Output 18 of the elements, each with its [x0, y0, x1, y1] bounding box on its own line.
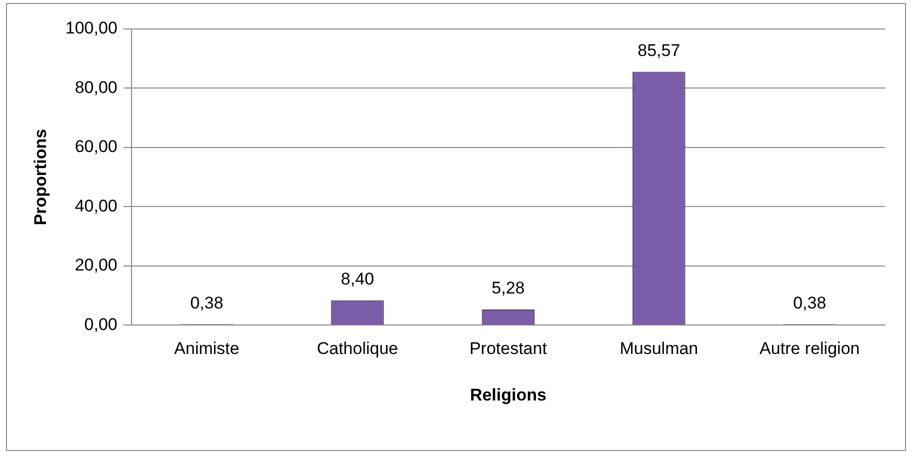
y-tick-label: 60,00 [74, 137, 118, 156]
x-tick-label: Musulman [620, 339, 698, 358]
x-axis-title: Religions [470, 385, 546, 404]
y-tick-label: 80,00 [74, 78, 118, 97]
x-tick-label: Protestant [469, 339, 548, 358]
x-tick-label: Catholique [316, 339, 398, 358]
y-axis-title: Proportions [30, 128, 50, 226]
y-tick-label: 40,00 [74, 196, 118, 216]
y-tick-label: 100,00 [65, 18, 118, 38]
y-tick-label: 20,00 [74, 256, 118, 275]
x-tick-label: Autre religion [760, 339, 860, 358]
y-tick-label: 0,00 [84, 314, 118, 334]
x-tick-label: Animiste [174, 339, 240, 358]
data-label: 0,38 [793, 293, 826, 312]
data-label: 0,38 [190, 293, 224, 312]
data-label: 85,57 [638, 40, 680, 60]
data-label: 5,28 [492, 278, 525, 298]
data-label: 8,40 [340, 270, 374, 289]
